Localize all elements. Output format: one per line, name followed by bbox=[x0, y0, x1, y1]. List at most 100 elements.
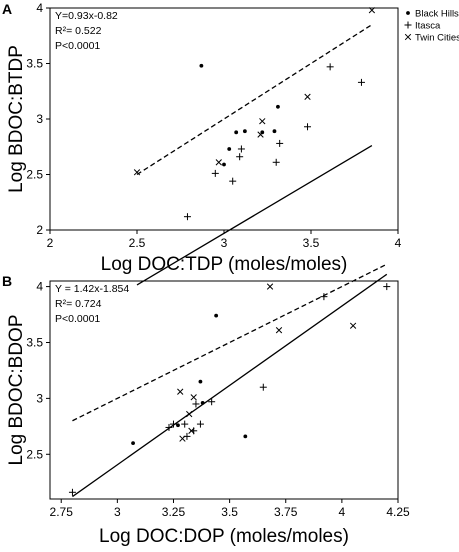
panel-b-fit-line bbox=[72, 273, 388, 498]
point-itasca bbox=[165, 423, 173, 431]
y-tick-label: 3.5 bbox=[26, 57, 43, 71]
point-twin-cities bbox=[133, 169, 141, 176]
point-black-hills bbox=[199, 63, 204, 68]
point-itasca bbox=[196, 420, 204, 428]
panel-a-x-ticks: 2 2.5 3 3.5 4 bbox=[47, 230, 402, 250]
point-twin-cities bbox=[259, 118, 266, 125]
y-tick-label: 3 bbox=[36, 391, 43, 405]
point-itasca bbox=[183, 213, 191, 221]
point-black-hills bbox=[198, 379, 203, 384]
legend-marker-plus bbox=[404, 21, 412, 29]
point-itasca bbox=[326, 63, 334, 71]
point-black-hills bbox=[222, 162, 226, 167]
point-itasca bbox=[68, 488, 76, 496]
panel-b-x-axis-label: Log DOC:DOP (moles/moles) bbox=[99, 526, 349, 547]
x-tick-label: 4 bbox=[339, 505, 346, 519]
panel-b-pvalue: P<0.0001 bbox=[55, 313, 100, 325]
point-itasca bbox=[229, 177, 237, 185]
point-itasca bbox=[304, 123, 312, 131]
point-black-hills bbox=[176, 423, 180, 428]
x-tick-label: 3.25 bbox=[162, 505, 186, 519]
panel-label-a: A bbox=[2, 1, 12, 17]
point-twin-cities bbox=[304, 93, 311, 100]
y-tick-label: 2.5 bbox=[26, 447, 43, 461]
point-itasca bbox=[276, 139, 284, 147]
point-itasca bbox=[320, 293, 328, 301]
point-black-hills bbox=[242, 129, 247, 134]
point-black-hills bbox=[200, 400, 205, 405]
panel-a-one-to-one-line bbox=[136, 24, 373, 176]
point-twin-cities bbox=[186, 410, 193, 418]
panel-a-y-ticks: 2 2.5 3 3.5 4 bbox=[26, 1, 50, 237]
panel-b-y-ticks: 2.5 3 3.5 4 bbox=[26, 280, 50, 461]
point-itasca bbox=[236, 153, 244, 161]
point-twin-cities bbox=[215, 159, 222, 166]
panel-b-y-axis-label: Log BDOC:BDOP bbox=[6, 315, 27, 466]
x-tick-label: 2.75 bbox=[50, 505, 74, 519]
point-itasca bbox=[208, 398, 216, 406]
panel-b-r2: R²= 0.724 bbox=[55, 298, 102, 310]
point-black-hills bbox=[243, 434, 248, 439]
legend-marker-dot bbox=[406, 11, 410, 15]
point-black-hills bbox=[131, 441, 135, 446]
x-tick-label: 3.5 bbox=[303, 236, 320, 250]
panel-a-equation: Y=0.93x-0.82 bbox=[55, 10, 118, 22]
point-twin-cities bbox=[179, 435, 186, 442]
y-tick-label: 4 bbox=[36, 280, 43, 294]
panel-a: A 2 2.5 3 3.5 4 2 2.5 3 3.5 4 Y=0.93x-0.82 R²= 0… bbox=[2, 1, 402, 286]
panel-a-y-axis-label: Log BDOC:BTDP bbox=[6, 45, 27, 193]
x-tick-label: 4.25 bbox=[386, 505, 410, 519]
point-black-hills bbox=[272, 129, 277, 134]
legend-item: Itasca bbox=[404, 21, 441, 32]
point-twin-cities bbox=[257, 131, 264, 138]
panel-a-points bbox=[133, 7, 376, 221]
legend-label: Black Hills bbox=[415, 9, 459, 20]
x-tick-label: 3.5 bbox=[221, 505, 238, 519]
x-tick-label: 3 bbox=[114, 505, 121, 519]
legend-label: Twin Cities bbox=[415, 33, 459, 44]
point-itasca bbox=[272, 158, 280, 166]
point-itasca bbox=[357, 78, 365, 86]
point-itasca bbox=[169, 420, 177, 428]
point-twin-cities bbox=[275, 327, 283, 334]
legend-item: Black Hills bbox=[406, 9, 459, 20]
panel-b-points bbox=[68, 283, 391, 496]
point-twin-cities bbox=[177, 388, 184, 395]
point-twin-cities bbox=[368, 7, 376, 14]
x-tick-label: 3 bbox=[221, 236, 228, 250]
x-tick-label: 2.5 bbox=[129, 236, 146, 250]
panel-label-b: B bbox=[2, 273, 12, 289]
legend-marker-cross bbox=[404, 33, 412, 41]
point-itasca bbox=[181, 420, 189, 428]
point-itasca bbox=[192, 400, 200, 408]
panel-a-r2: R²= 0.522 bbox=[55, 25, 102, 37]
point-itasca bbox=[383, 283, 391, 291]
x-tick-label: 4 bbox=[395, 236, 402, 250]
y-tick-label: 3.5 bbox=[26, 335, 43, 349]
panel-b-one-to-one-line bbox=[72, 263, 388, 422]
panel-a-pvalue: P<0.0001 bbox=[55, 40, 100, 52]
y-tick-label: 4 bbox=[36, 1, 43, 15]
panel-b-x-ticks: 2.75 3 3.25 3.5 3.75 4 4.25 bbox=[50, 499, 410, 519]
panel-b-equation: Y = 1.42x-1.854 bbox=[55, 283, 129, 295]
y-tick-label: 2 bbox=[36, 223, 43, 237]
point-twin-cities bbox=[188, 427, 195, 434]
panel-a-fit-line bbox=[136, 145, 373, 286]
point-twin-cities bbox=[266, 283, 274, 290]
point-itasca bbox=[211, 169, 219, 177]
panel-b-plot-frame bbox=[49, 280, 399, 500]
y-tick-label: 2.5 bbox=[26, 168, 43, 182]
x-tick-label: 3.75 bbox=[274, 505, 298, 519]
point-twin-cities bbox=[190, 394, 197, 401]
panel-b: B 2.75 3 3.25 3.5 3.75 4 4.25 2.5 3 3.5 4 Y = 1.4… bbox=[2, 263, 410, 547]
point-itasca bbox=[259, 383, 267, 391]
point-black-hills bbox=[214, 313, 219, 318]
y-tick-label: 3 bbox=[36, 112, 43, 126]
x-tick-label: 2 bbox=[47, 236, 54, 250]
panel-a-x-axis-label: Log DOC:TDP (moles/moles) bbox=[101, 254, 348, 275]
point-black-hills bbox=[227, 147, 232, 151]
point-itasca bbox=[237, 145, 245, 153]
legend-label: Itasca bbox=[415, 21, 441, 32]
